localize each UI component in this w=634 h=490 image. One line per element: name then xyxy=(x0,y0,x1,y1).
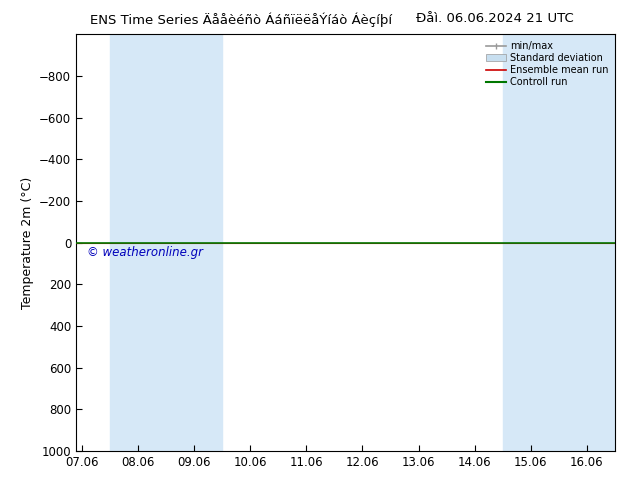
Bar xyxy=(110,34,222,451)
Legend: min/max, Standard deviation, Ensemble mean run, Controll run: min/max, Standard deviation, Ensemble me… xyxy=(484,39,610,89)
Y-axis label: Temperature 2m (°C): Temperature 2m (°C) xyxy=(20,176,34,309)
Bar xyxy=(503,34,615,451)
Text: ENS Time Series Äååèéñò ÁáñïëëåÝíáò Áèçíþí: ENS Time Series Äååèéñò ÁáñïëëåÝíáò Áèçí… xyxy=(90,12,392,27)
Text: © weatheronline.gr: © weatheronline.gr xyxy=(87,246,203,259)
Text: Ðåì. 06.06.2024 21 UTC: Ðåì. 06.06.2024 21 UTC xyxy=(416,12,573,25)
